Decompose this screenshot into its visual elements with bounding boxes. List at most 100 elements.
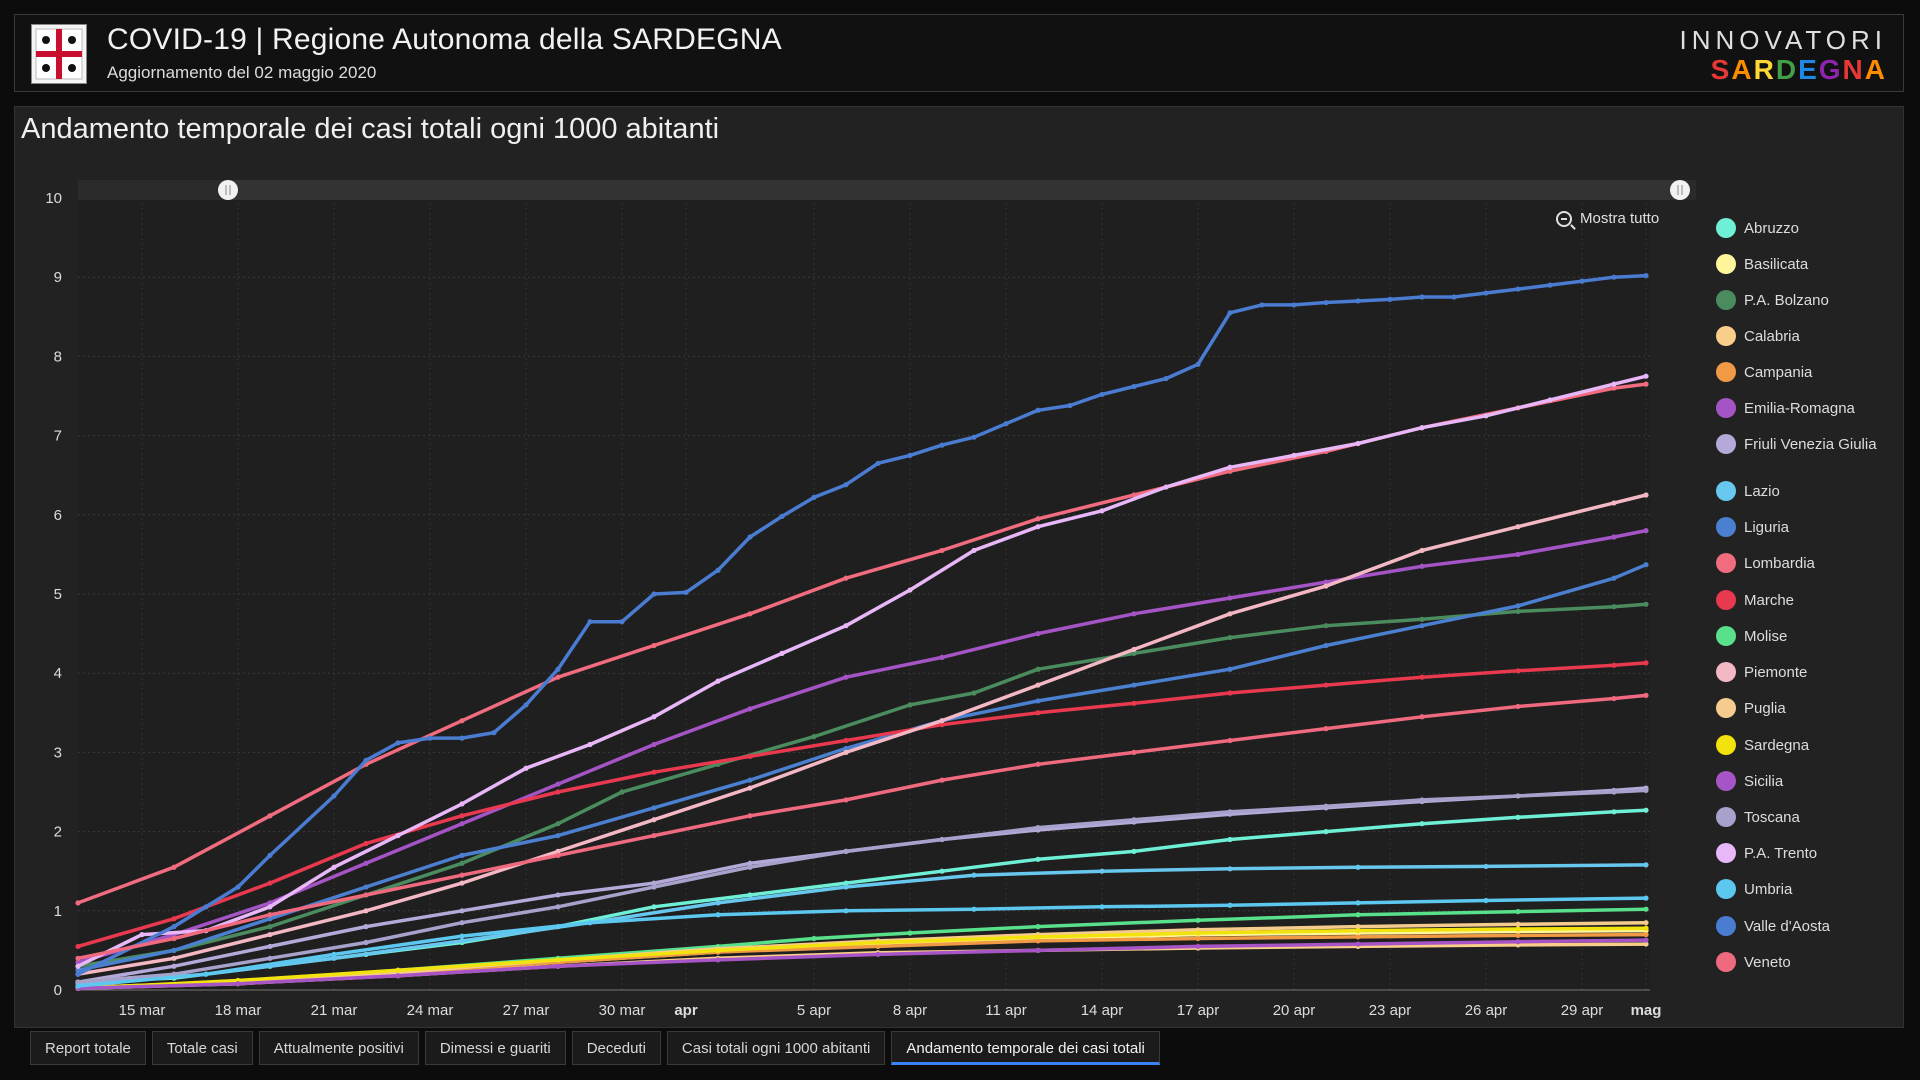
data-point xyxy=(363,757,369,763)
tab-totale-casi[interactable]: Totale casi xyxy=(151,1031,253,1065)
data-point xyxy=(1195,917,1201,923)
scrollbar-handle-start[interactable] xyxy=(218,180,238,200)
legend-item[interactable]: Veneto xyxy=(1716,952,1886,972)
data-point xyxy=(1003,421,1009,427)
legend-item[interactable]: Sardegna xyxy=(1716,735,1886,755)
data-point xyxy=(843,797,849,803)
legend-item[interactable]: Basilicata xyxy=(1716,254,1886,274)
series-liguria[interactable] xyxy=(75,562,1649,973)
data-point xyxy=(267,912,273,918)
data-point xyxy=(1611,695,1617,702)
data-point xyxy=(1643,807,1649,813)
data-point xyxy=(1355,924,1361,930)
data-point xyxy=(203,904,209,910)
series-toscana[interactable] xyxy=(75,787,1649,985)
legend-label: Campania xyxy=(1744,364,1813,381)
tab-deceduti[interactable]: Deceduti xyxy=(571,1031,661,1065)
data-point xyxy=(747,777,753,783)
scrollbar-thumb xyxy=(228,180,1680,200)
y-tick-label: 8 xyxy=(54,348,62,365)
data-point xyxy=(363,884,369,890)
legend-item[interactable]: Emilia-Romagna xyxy=(1716,398,1886,418)
data-point xyxy=(587,741,593,748)
data-point xyxy=(747,753,753,759)
data-point xyxy=(715,567,721,573)
page-title: COVID-19 | Regione Autonoma della SARDEG… xyxy=(107,23,782,56)
data-point xyxy=(939,777,945,783)
data-point xyxy=(1419,821,1425,827)
show-all-button[interactable]: Mostra tutto xyxy=(1556,210,1659,227)
legend-item[interactable]: Abruzzo xyxy=(1716,218,1886,238)
data-point xyxy=(459,801,465,807)
series-marche[interactable] xyxy=(75,660,1649,950)
data-point xyxy=(459,860,465,866)
data-point xyxy=(1611,381,1617,387)
data-point xyxy=(843,623,849,629)
legend-marker xyxy=(1716,662,1736,682)
series-umbria[interactable] xyxy=(75,895,1649,989)
legend-item[interactable]: Lombardia xyxy=(1716,553,1886,573)
legend-item[interactable]: Campania xyxy=(1716,362,1886,382)
data-point xyxy=(875,460,881,466)
series-piemonte[interactable] xyxy=(75,492,1649,977)
legend-item[interactable]: Valle d'Aosta xyxy=(1716,916,1886,936)
tab-report-totale[interactable]: Report totale xyxy=(30,1031,146,1065)
legend-item[interactable]: Liguria xyxy=(1716,517,1886,537)
data-point xyxy=(1227,737,1233,744)
legend-item[interactable]: Toscana xyxy=(1716,807,1886,827)
data-point xyxy=(331,955,337,961)
legend-item[interactable]: Molise xyxy=(1716,626,1886,646)
series-valle-d-aosta[interactable] xyxy=(75,273,1649,977)
legend-item[interactable]: Sicilia xyxy=(1716,771,1886,791)
series-emilia-romagna[interactable] xyxy=(75,528,1649,965)
legend-item[interactable]: Piemonte xyxy=(1716,662,1886,682)
data-point xyxy=(555,892,561,898)
legend-item[interactable]: Marche xyxy=(1716,590,1886,610)
legend-label: Calabria xyxy=(1744,328,1800,345)
data-point xyxy=(1515,551,1521,558)
legend-label: Toscana xyxy=(1744,809,1800,826)
data-point xyxy=(267,916,273,922)
app-header: COVID-19 | Regione Autonoma della SARDEG… xyxy=(14,14,1904,92)
data-point xyxy=(1035,516,1041,522)
chart-title: Andamento temporale dei casi totali ogni… xyxy=(21,113,720,145)
data-point xyxy=(1291,302,1297,308)
series-line xyxy=(76,374,1648,968)
tab-casi-totali-ogni-1000-abitanti[interactable]: Casi totali ogni 1000 abitanti xyxy=(666,1031,886,1065)
data-point xyxy=(971,906,977,912)
data-point xyxy=(1227,690,1233,696)
data-point xyxy=(1195,361,1201,367)
data-point xyxy=(459,938,465,944)
data-point xyxy=(715,947,721,954)
tab-dimessi-e-guariti[interactable]: Dimessi e guariti xyxy=(424,1031,566,1065)
series-sicilia[interactable] xyxy=(75,937,1649,992)
series-veneto[interactable] xyxy=(75,692,1649,961)
data-point xyxy=(491,730,497,736)
legend-item[interactable]: Calabria xyxy=(1716,326,1886,346)
legend-item[interactable]: Puglia xyxy=(1716,698,1886,718)
scrollbar-handle-end[interactable] xyxy=(1670,180,1690,200)
data-point xyxy=(779,513,785,519)
data-point xyxy=(1227,611,1233,617)
data-point xyxy=(619,789,625,795)
legend-marker xyxy=(1716,326,1736,346)
legend-item[interactable]: Friuli Venezia Giulia xyxy=(1716,434,1886,454)
series-p-a-trento[interactable] xyxy=(75,373,1649,969)
data-point xyxy=(1643,931,1649,938)
data-point xyxy=(1035,666,1041,672)
data-point xyxy=(875,943,881,950)
legend-item[interactable]: Umbria xyxy=(1716,879,1886,899)
legend-label: P.A. Trento xyxy=(1744,845,1818,862)
legend-marker xyxy=(1716,952,1736,972)
y-tick-label: 6 xyxy=(54,507,62,524)
data-point xyxy=(843,880,849,886)
data-point xyxy=(1515,603,1521,609)
legend-item[interactable]: Lazio xyxy=(1716,481,1886,501)
data-point xyxy=(1323,583,1329,589)
tab-attualmente-positivi[interactable]: Attualmente positivi xyxy=(258,1031,419,1065)
legend-item[interactable]: P.A. Trento xyxy=(1716,843,1886,863)
y-tick-label: 1 xyxy=(54,903,62,920)
legend-item[interactable]: P.A. Bolzano xyxy=(1716,290,1886,310)
tab-andamento-temporale-dei-casi-totali[interactable]: Andamento temporale dei casi totali xyxy=(891,1031,1160,1065)
